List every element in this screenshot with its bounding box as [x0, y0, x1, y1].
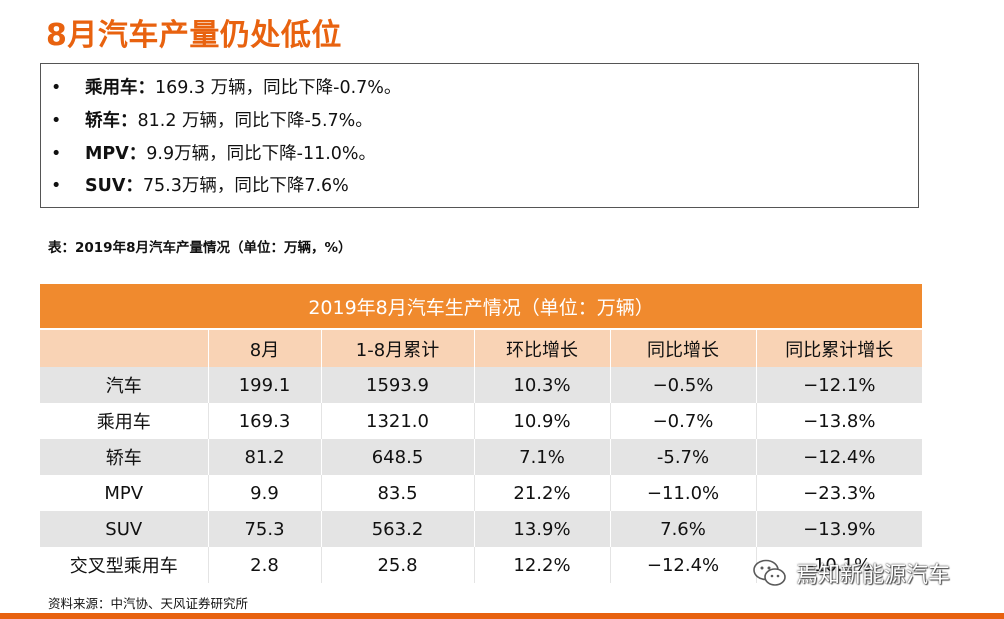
- table-cell: −0.7%: [610, 403, 757, 439]
- bullet-sep: ：: [128, 144, 147, 164]
- table-cell: SUV: [40, 511, 209, 547]
- table-cell: 10.3%: [474, 367, 611, 403]
- table-row: MPV 9.9 83.5 21.2% −11.0% −23.3%: [40, 475, 923, 511]
- table-row: 汽车 199.1 1593.9 10.3% −0.5% −12.1%: [40, 367, 923, 403]
- table-cell: 9.9: [208, 475, 322, 511]
- table-title-row: 2019年8月汽车生产情况（单位：万辆）: [40, 284, 923, 330]
- table-cell: −11.0%: [610, 475, 757, 511]
- table-cell: 交叉型乘用车: [40, 547, 209, 583]
- table-cell: −13.9%: [756, 511, 923, 547]
- bullet-item-sedan: • 轿车：81.2 万辆，同比下降-5.7%。: [51, 107, 373, 135]
- table-cell: 25.8: [321, 547, 475, 583]
- table-cell: -5.7%: [610, 439, 757, 475]
- source-note: 资料来源：中汽协、天风证券研究所: [48, 596, 249, 611]
- column-header: 1-8月累计: [321, 329, 475, 367]
- table-row: 轿车 81.2 648.5 7.1% -5.7% −12.4%: [40, 439, 923, 475]
- table-cell: 7.1%: [474, 439, 611, 475]
- bullet-label: SUV: [85, 176, 126, 196]
- table-cell: 2.8: [208, 547, 322, 583]
- table-cell: 12.2%: [474, 547, 611, 583]
- table-cell: 汽车: [40, 367, 209, 403]
- table-cell: −23.3%: [756, 475, 923, 511]
- table-cell: 乘用车: [40, 403, 209, 439]
- table-cell: 563.2: [321, 511, 475, 547]
- table-row: 乘用车 169.3 1321.0 10.9% −0.7% −13.8%: [40, 403, 923, 439]
- table-column-header-row: 8月 1-8月累计 环比增长 同比增长 同比累计增长: [40, 329, 923, 367]
- bullet-icon: •: [51, 176, 62, 196]
- table-cell: 1321.0: [321, 403, 475, 439]
- table-row: SUV 75.3 563.2 13.9% 7.6% −13.9%: [40, 511, 923, 547]
- bullet-text: 169.3 万辆，同比下降-0.7%。: [155, 78, 402, 98]
- bullet-icon: •: [51, 144, 62, 164]
- column-header: 环比增长: [474, 329, 611, 367]
- table-cell: 21.2%: [474, 475, 611, 511]
- column-header: 同比增长: [610, 329, 757, 367]
- bullet-label: 乘用车: [85, 78, 138, 98]
- table-cell: 169.3: [208, 403, 322, 439]
- bullet-label: MPV: [85, 144, 129, 164]
- table-cell: −12.1%: [756, 367, 923, 403]
- table-cell: 7.6%: [610, 511, 757, 547]
- bullet-item-passenger: • 乘用车：169.3 万辆，同比下降-0.7%。: [51, 74, 401, 102]
- table-cell: 81.2: [208, 439, 322, 475]
- bullet-text: 75.3万辆，同比下降7.6%: [142, 176, 349, 196]
- summary-box: • 乘用车：169.3 万辆，同比下降-0.7%。 • 轿车：81.2 万辆，同比下…: [40, 63, 919, 208]
- column-header: 8月: [208, 329, 322, 367]
- watermark: 焉知新能源汽车: [752, 556, 950, 590]
- table-cell: 13.9%: [474, 511, 611, 547]
- table-cell: 轿车: [40, 439, 209, 475]
- bullet-text: 9.9万辆，同比下降-11.0%。: [146, 144, 377, 164]
- bullet-icon: •: [51, 78, 62, 98]
- bullet-label: 轿车: [85, 111, 120, 131]
- column-header: 同比累计增长: [756, 329, 923, 367]
- bullet-sep: ：: [125, 176, 143, 196]
- page-title: 8月汽车产量仍处低位: [46, 18, 342, 53]
- bullet-sep: ：: [120, 111, 138, 131]
- table-cell: MPV: [40, 475, 209, 511]
- table-title: 2019年8月汽车生产情况（单位：万辆）: [40, 284, 923, 330]
- table-cell: 75.3: [208, 511, 322, 547]
- table-cell: −13.8%: [756, 403, 923, 439]
- table-cell: 199.1: [208, 367, 322, 403]
- table-cell: 10.9%: [474, 403, 611, 439]
- table-cell: 83.5: [321, 475, 475, 511]
- table-cell: −12.4%: [756, 439, 923, 475]
- table-caption: 表：2019年8月汽车产量情况（单位：万辆，%）: [48, 240, 352, 256]
- bullet-text: 81.2 万辆，同比下降-5.7%。: [137, 111, 373, 131]
- bullet-item-mpv: • MPV：9.9万辆，同比下降-11.0%。: [51, 140, 376, 168]
- wechat-icon: [753, 559, 786, 586]
- watermark-text: 焉知新能源汽车: [796, 563, 951, 588]
- table-cell: −12.4%: [610, 547, 757, 583]
- bullet-item-suv: • SUV：75.3万辆，同比下降7.6%: [51, 172, 349, 200]
- table-cell: 648.5: [321, 439, 475, 475]
- table-cell: −0.5%: [610, 367, 757, 403]
- bullet-icon: •: [51, 111, 62, 131]
- table-cell: 1593.9: [321, 367, 475, 403]
- column-header: [40, 329, 209, 367]
- production-table: 2019年8月汽车生产情况（单位：万辆） 8月 1-8月累计 环比增长 同比增长…: [40, 284, 923, 583]
- bullet-sep: ：: [137, 78, 156, 98]
- bottom-accent-bar: [0, 613, 1004, 619]
